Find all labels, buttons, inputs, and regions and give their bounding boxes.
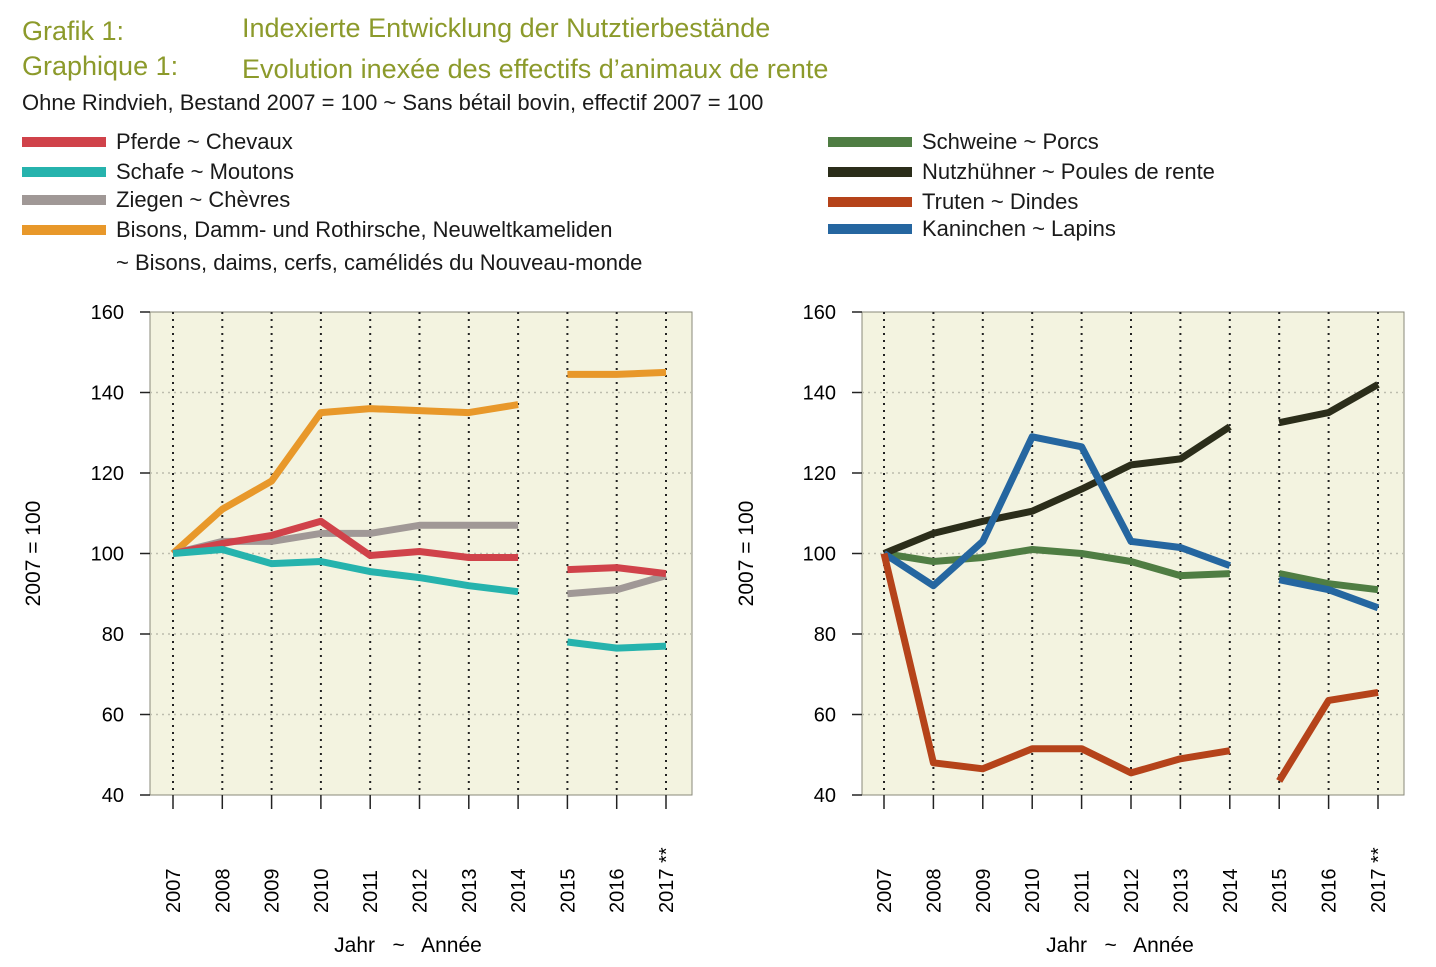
x-tick-label: 2015 [557,869,579,914]
x-tick-label: 2009 [973,869,995,914]
graph-number-de: Grafik 1: [22,16,125,46]
y-tick-label: 60 [102,705,124,727]
legend-swatch [22,167,106,177]
x-tick-label: 2007 [163,869,185,914]
legend-label: Kaninchen ~ Lapins [922,216,1116,241]
legend-swatch [22,137,106,147]
x-tick-label: 2011 [1072,870,1094,913]
x-tick-label: 2013 [459,869,481,914]
legend-label: Schweine ~ Porcs [922,129,1099,154]
graph-number-fr: Graphique 1: [22,51,179,81]
legend-label: Bisons, Damm- und Rothirsche, Neuweltkam… [116,217,613,242]
x-tick-label: 2008 [212,869,234,914]
x-tick-label: 2010 [1022,869,1044,914]
y-tick-label: 100 [803,544,836,566]
x-tick-label: 2008 [923,869,945,914]
legend-label: Ziegen ~ Chèvres [116,187,291,212]
x-tick-label: 2012 [410,869,432,914]
legend-swatch [828,197,912,207]
chart-subtitle: Ohne Rindvieh, Bestand 2007 = 100 ~ Sans… [22,90,764,115]
legend-swatch [828,167,912,177]
y-tick-label: 140 [91,383,124,405]
series-line-schweine [883,546,1230,580]
y-tick-label: 120 [91,463,124,485]
y-tick-label: 160 [91,302,124,324]
y-axis-label: 2007 = 100 [22,501,45,607]
x-tick-label: 2014 [1220,869,1242,914]
line-chart-1: 40 60 80 100 120 140 160 2007 2008 2009 2010 2011 20… [22,302,693,957]
legend-swatch [828,224,912,234]
legend-label: Pferde ~ Chevaux [116,129,293,154]
series-line-pferde [567,564,667,578]
series-line-schweine [1278,570,1379,594]
y-tick-label: 40 [814,785,836,807]
x-tick-label: 2011 [360,870,382,913]
legend-label-continuation: ~ Bisons, daims, cerfs, camélidés du Nou… [116,250,643,275]
y-tick-label: 100 [91,544,124,566]
series-line-bisons [567,368,667,378]
y-tick-label: 160 [803,302,836,324]
line-chart-2: 40 60 80 100 120 140 160 2007 2008 2009 2010 2011 20… [735,302,1405,957]
chart-title-fr: Evolution inexée des effectifs d’animaux… [242,54,829,84]
x-tick-label: 2016 [607,869,629,914]
legend-label: Truten ~ Dindes [922,189,1079,214]
x-tick-label: 2014 [508,869,530,914]
series-line-kaninchen [882,433,1232,590]
y-tick-label: 140 [803,383,836,405]
x-tick-label: 2010 [311,869,333,914]
x-tick-label: 2012 [1121,869,1143,914]
legend-swatch [22,195,106,205]
y-tick-label: 120 [803,463,836,485]
legend-label: Nutzhühner ~ Poules de rente [922,159,1215,184]
series-line-pferde [172,517,519,561]
series-line-schafe [566,638,667,652]
y-axis-label: 2007 = 100 [735,501,758,607]
y-tick-label: 60 [814,705,836,727]
x-tick-label: 2017 ** [656,847,678,913]
series-line-truten [880,552,1231,777]
x-tick-label: 2007 [874,869,896,914]
x-tick-label: 2015 [1269,869,1291,914]
x-tick-label: 2009 [262,869,284,914]
y-tick-label: 80 [102,624,124,646]
series-line-ziegen [567,572,667,598]
x-tick-label: 2013 [1170,869,1192,914]
series-line-bisons [170,401,519,557]
series-line-nutzhühner [1278,381,1380,427]
x-tick-label: 2017 ** [1368,847,1390,913]
legend-label: Schafe ~ Moutons [116,159,294,184]
series-line-kaninchen [1278,576,1380,612]
x-axis-label: Jahr ~ Année [1046,934,1194,957]
y-tick-label: 40 [102,785,124,807]
x-axis-label: Jahr ~ Année [334,934,482,957]
x-tick-label: 2016 [1319,869,1341,914]
legend-swatch [828,137,912,147]
y-tick-label: 80 [814,624,836,646]
series-line-schafe [172,546,519,596]
series-line-truten [1276,688,1379,783]
series-line-nutzhühner [882,423,1232,557]
chart-title-de: Indexierte Entwicklung der Nutztierbestä… [242,13,771,43]
legend-swatch [22,225,106,235]
